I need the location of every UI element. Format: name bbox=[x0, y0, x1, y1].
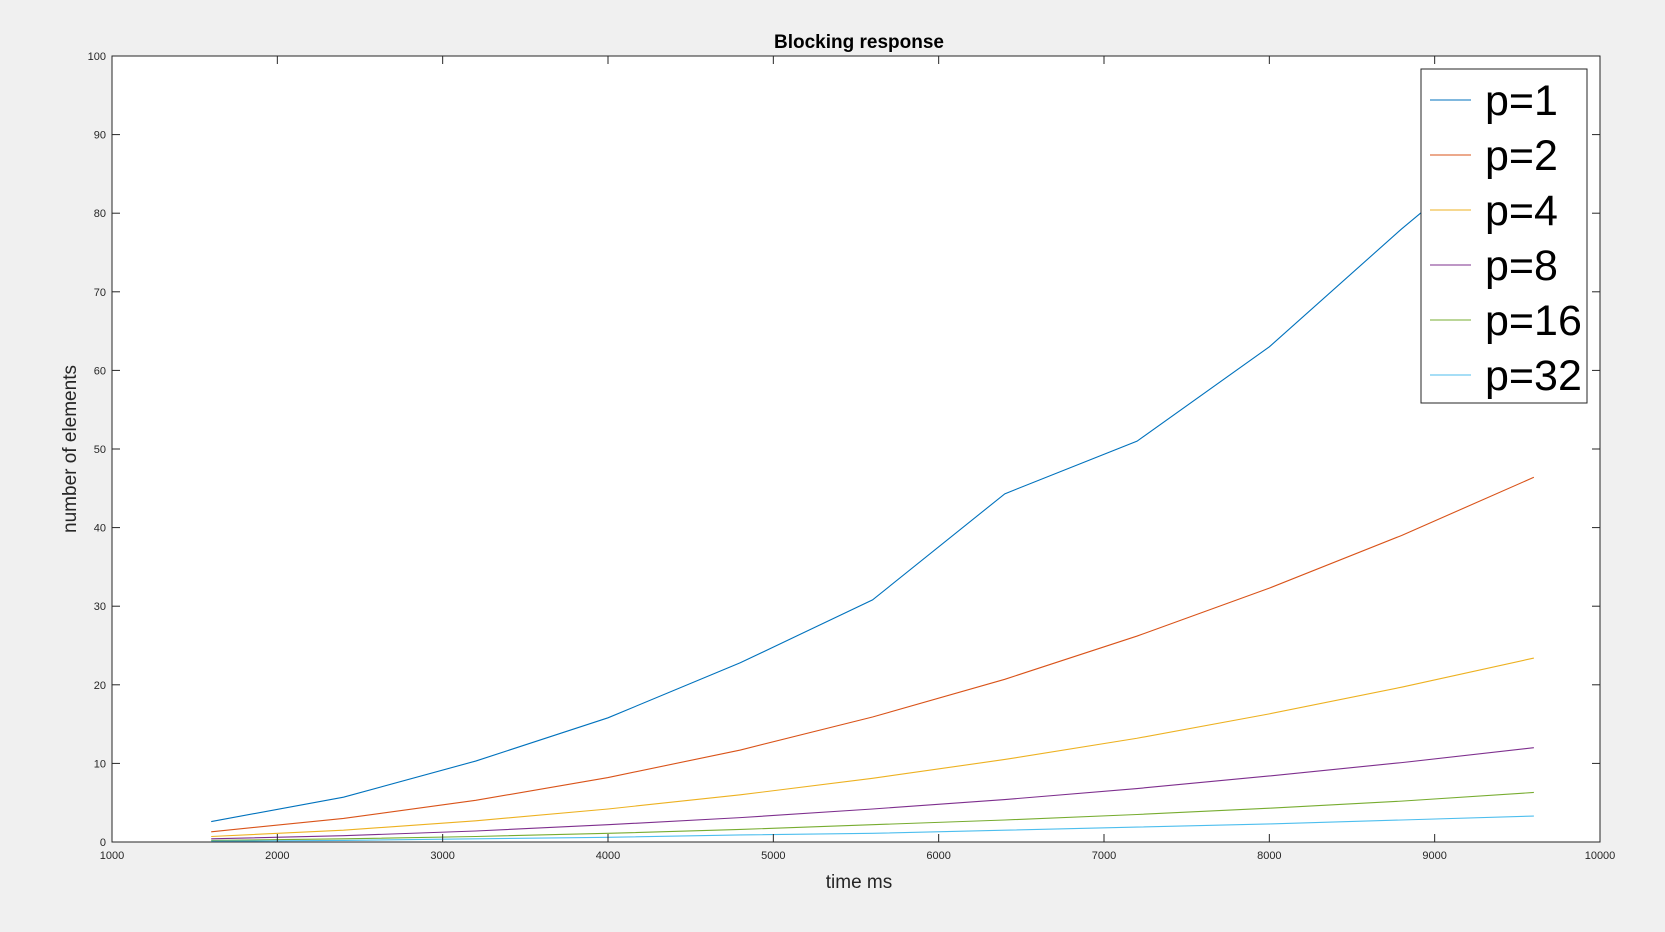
series-line-p16 bbox=[211, 791, 1534, 841]
y-tick-label: 100 bbox=[88, 51, 106, 63]
chart-title: Blocking response bbox=[774, 32, 944, 53]
x-axis-label: time ms bbox=[826, 872, 893, 893]
y-tick-label: 60 bbox=[94, 365, 106, 377]
legend-box bbox=[1420, 68, 1588, 404]
x-tick-label: 5000 bbox=[761, 850, 785, 862]
x-tick-label: 8000 bbox=[1257, 850, 1281, 862]
y-tick-label: 90 bbox=[94, 130, 106, 142]
legend-entry-label: p=2 bbox=[1485, 132, 1558, 180]
y-tick-label: 70 bbox=[94, 287, 106, 299]
x-tick-label: 10000 bbox=[1585, 850, 1616, 862]
x-tick-label: 6000 bbox=[926, 850, 950, 862]
y-tick-label: 80 bbox=[94, 208, 106, 220]
legend[interactable]: p=1 p=2 p=4 p=8 p=16 p=32 bbox=[1420, 68, 1588, 404]
x-tick-label: 2000 bbox=[265, 850, 289, 862]
tick-layer: 1000 2000 3000 4000 5000 6000 7000 8000 9000 1000… bbox=[88, 51, 1616, 862]
plot-area bbox=[112, 56, 1600, 842]
legend-entry-label: p=8 bbox=[1485, 242, 1558, 290]
series-line-p1 bbox=[211, 118, 1535, 823]
x-tick-label: 1000 bbox=[100, 850, 124, 862]
y-tick-label: 50 bbox=[94, 444, 106, 456]
series-line-p32 bbox=[211, 815, 1534, 842]
series-line-p4 bbox=[211, 657, 1534, 838]
y-axis-label: number of elements bbox=[60, 365, 81, 533]
x-tick-label: 9000 bbox=[1422, 850, 1446, 862]
y-tick-label: 10 bbox=[94, 758, 106, 770]
legend-entry-label: p=1 bbox=[1485, 77, 1558, 125]
series-line-p8 bbox=[211, 747, 1534, 840]
x-tick-label: 4000 bbox=[596, 850, 620, 862]
y-tick-label: 30 bbox=[94, 601, 106, 613]
legend-entry-label: p=16 bbox=[1485, 297, 1582, 345]
legend-entry-label: p=4 bbox=[1485, 187, 1558, 235]
x-tick-label: 7000 bbox=[1092, 850, 1116, 862]
series-line-p2 bbox=[211, 476, 1535, 833]
x-tick-label: 3000 bbox=[430, 850, 454, 862]
y-tick-label: 40 bbox=[94, 523, 106, 535]
series-layer bbox=[211, 118, 1535, 842]
y-tick-label: 0 bbox=[100, 837, 106, 849]
legend-entry-label: p=32 bbox=[1485, 352, 1582, 400]
y-tick-label: 20 bbox=[94, 680, 106, 692]
